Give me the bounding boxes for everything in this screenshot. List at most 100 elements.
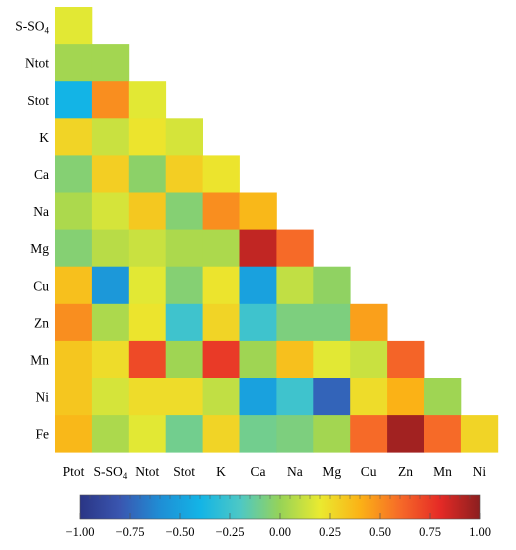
heatmap-cell-Zn-Ca — [239, 303, 277, 342]
heatmap-cell-K-Stot — [165, 118, 203, 156]
heatmap-cell-Fe-Ca — [239, 415, 277, 453]
heatmap-cell-Na-Ntot — [128, 192, 167, 230]
column-label-Ptot: Ptot — [63, 464, 85, 479]
heatmap-cell-Mn-Stot — [165, 340, 203, 379]
heatmap-cell-K-S-SO4 — [91, 118, 130, 156]
column-label-Ca: Ca — [250, 464, 265, 479]
heatmap-cell-Ntot-S-SO4 — [91, 44, 130, 82]
heatmap-cell-Na-Stot — [165, 192, 203, 230]
heatmap-cell-Fe-Na — [276, 415, 314, 453]
heatmap-cell-Ca-S-SO4 — [91, 155, 130, 193]
row-label-S-SO4: S-SO4 — [15, 19, 49, 36]
row-label-Ca: Ca — [34, 167, 49, 182]
heatmap-cell-Fe-Ni — [460, 415, 499, 453]
row-label-Cu: Cu — [33, 278, 49, 293]
heatmap-cell-Mn-Cu — [350, 340, 388, 379]
heatmap-cell-Fe-Ntot — [128, 415, 167, 453]
column-label-Mn: Mn — [433, 464, 452, 479]
heatmap-cell-Ni-Mg — [313, 378, 351, 416]
heatmap-cell-Ni-Zn — [387, 378, 425, 416]
heatmap-cell-Ni-Ptot — [55, 378, 93, 416]
heatmap-cell-K-Ptot — [55, 118, 93, 156]
column-label-Na: Na — [287, 464, 303, 479]
heatmap-cell-K-Ntot — [128, 118, 167, 156]
heatmap-cell-Ni-S-SO4 — [91, 378, 130, 416]
heatmap-cell-Cu-K — [202, 266, 240, 305]
row-labels: S-SO4 Ntot Stot K Ca Na Mg Cu Zn Mn Ni Fe — [15, 19, 49, 442]
heatmap-cell-Mn-S-SO4 — [91, 340, 130, 379]
row-label-Ntot: Ntot — [25, 56, 49, 71]
heatmap-cell-Zn-Ntot — [128, 303, 167, 342]
row-label-Mg: Mg — [30, 241, 49, 256]
heatmap-cell-Mg-K — [202, 229, 240, 268]
colorbar-tick-label: 0.00 — [269, 525, 291, 539]
heatmap-cell-Zn-K — [202, 303, 240, 342]
heatmap-cell-Zn-Mg — [313, 303, 351, 342]
heatmap-cells — [55, 7, 499, 453]
row-label-Na: Na — [33, 204, 49, 219]
heatmap-cell-Mg-Ntot — [128, 229, 167, 268]
heatmap-cell-Mn-Na — [276, 340, 314, 379]
row-label-K: K — [39, 130, 49, 145]
heatmap-cell-Mn-Ntot — [128, 340, 167, 379]
row-label-Mn: Mn — [30, 352, 49, 367]
heatmap-cell-Ni-Cu — [350, 378, 388, 416]
heatmap-cell-Ca-Stot — [165, 155, 203, 193]
heatmap-cell-Fe-Mg — [313, 415, 351, 453]
heatmap-cell-Mg-Ca — [239, 229, 277, 268]
heatmap-cell-Ni-Mn — [424, 378, 462, 416]
heatmap-cell-Fe-Mn — [424, 415, 462, 453]
heatmap-cell-Fe-K — [202, 415, 240, 453]
column-label-Stot: Stot — [173, 464, 195, 479]
column-label-Ni: Ni — [473, 464, 487, 479]
heatmap-cell-Cu-S-SO4 — [91, 266, 130, 305]
column-label-Zn: Zn — [398, 464, 413, 479]
heatmap-cell-Cu-Na — [276, 266, 314, 305]
heatmap-cell-Mg-Stot — [165, 229, 203, 268]
heatmap-cell-Ca-Ntot — [128, 155, 167, 193]
heatmap-cell-Cu-Ca — [239, 266, 277, 305]
heatmap-cell-Mn-Ptot — [55, 340, 93, 379]
column-labels: Ptot S-SO4 Ntot Stot K Ca Na Mg Cu Zn Mn Ni — [63, 464, 487, 481]
heatmap-cell-Mn-Zn — [387, 340, 425, 379]
heatmap-cell-Zn-Ptot — [55, 303, 93, 342]
colorbar: −1.00 −0.75 −0.50 −0.25 0.00 0.25 0.50 0.75 1.00 — [66, 494, 491, 539]
heatmap-cell-Zn-Stot — [165, 303, 203, 342]
heatmap-cell-Ca-Ptot — [55, 155, 93, 193]
heatmap-cell-Zn-S-SO4 — [91, 303, 130, 342]
heatmap-cell-Mg-S-SO4 — [91, 229, 130, 268]
column-label-Ntot: Ntot — [135, 464, 159, 479]
colorbar-tick-label: −0.50 — [166, 525, 195, 539]
heatmap-cell-Cu-Ptot — [55, 266, 93, 305]
colorbar-tick-label: 0.75 — [419, 525, 441, 539]
column-label-Cu: Cu — [361, 464, 377, 479]
heatmap-cell-Na-K — [202, 192, 240, 230]
heatmap-cell-Fe-Zn — [387, 415, 425, 453]
heatmap-cell-Cu-Mg — [313, 266, 351, 305]
row-label-Zn: Zn — [34, 315, 49, 330]
colorbar-tick-label: 0.25 — [319, 525, 341, 539]
column-label-Mg: Mg — [322, 464, 341, 479]
heatmap-cell-Ca-K — [202, 155, 240, 193]
heatmap-cell-Ni-Stot — [165, 378, 203, 416]
column-label-S-SO4: S-SO4 — [93, 464, 127, 481]
heatmap-cell-Fe-S-SO4 — [91, 415, 130, 453]
heatmap-cell-Fe-Ptot — [55, 415, 93, 453]
heatmap-cell-Mg-Ptot — [55, 229, 93, 268]
heatmap-cell-Mg-Na — [276, 229, 314, 268]
row-label-Fe: Fe — [36, 427, 50, 442]
colorbar-tick-label: −0.75 — [116, 525, 145, 539]
colorbar-tick-label: −1.00 — [66, 525, 95, 539]
heatmap-cell-Fe-Stot — [165, 415, 203, 453]
heatmap-cell-Stot-Ntot — [128, 81, 167, 119]
heatmap-cell-Na-S-SO4 — [91, 192, 130, 230]
row-label-Stot: Stot — [27, 93, 49, 108]
colorbar-tick-label: −0.25 — [216, 525, 245, 539]
heatmap-cell-Zn-Na — [276, 303, 314, 342]
heatmap-cell-Ntot-Ptot — [55, 44, 93, 82]
heatmap-cell-Mn-Mg — [313, 340, 351, 379]
heatmap-cell-Cu-Ntot — [128, 266, 167, 305]
heatmap-cell-Ni-Ca — [239, 378, 277, 416]
heatmap-cell-Ni-Ntot — [128, 378, 167, 416]
